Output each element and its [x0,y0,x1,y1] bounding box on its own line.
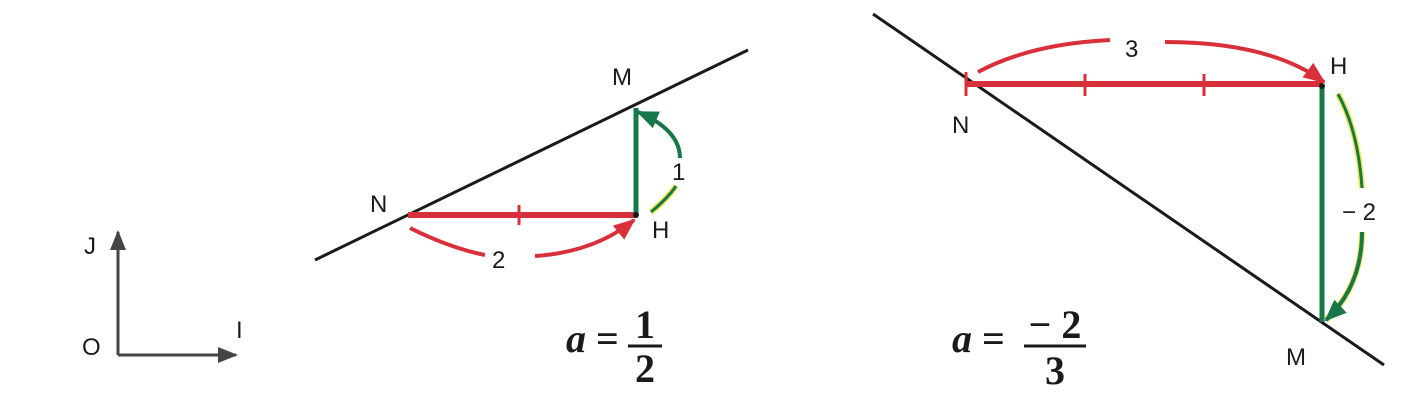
rise-arc-highlight-neg [1338,94,1362,188]
example-positive: N M H 2 1 a = 1 2 [315,50,748,391]
line-negative [873,14,1384,365]
rise-arc-arrow [638,112,680,158]
label-n-negative: N [952,112,969,139]
slope-variable-negative: a [952,316,972,361]
run-arc-arrow-neg [1165,42,1324,82]
slope-variable-positive: a [566,316,586,361]
axes-reference: O I J [82,232,243,361]
rise-arc-arrow-neg [1326,232,1362,320]
slope-numerator-negative: − 2 [1029,302,1082,347]
y-unit-label: J [84,233,96,260]
run-arc-start-neg [978,40,1110,72]
run-value-negative: 3 [1125,36,1138,63]
label-h-negative: H [1330,53,1347,80]
slope-denominator-negative: 3 [1045,348,1065,393]
point-h-positive [633,212,639,218]
rise-value-negative: − 2 [1342,199,1376,226]
slope-equals-negative: = [982,316,1005,361]
origin-label: O [82,334,101,361]
run-arc-arrow [535,220,634,256]
example-negative: N M H 3 − 2 a = − 2 3 [873,14,1384,393]
x-unit-label: I [236,317,243,344]
line-positive [315,50,748,260]
run-value-positive: 2 [492,247,505,274]
slope-equals-positive: = [596,316,619,361]
label-h-positive: H [652,217,669,244]
slope-denominator-positive: 2 [635,346,655,391]
label-m-negative: M [1286,344,1306,371]
point-h-negative [1319,83,1325,89]
rise-arc-start [651,186,676,212]
run-arc-start [410,228,485,255]
rise-value-positive: 1 [672,159,685,186]
slope-numerator-positive: 1 [635,302,655,347]
label-m-positive: M [612,64,632,91]
label-n-positive: N [370,191,387,218]
